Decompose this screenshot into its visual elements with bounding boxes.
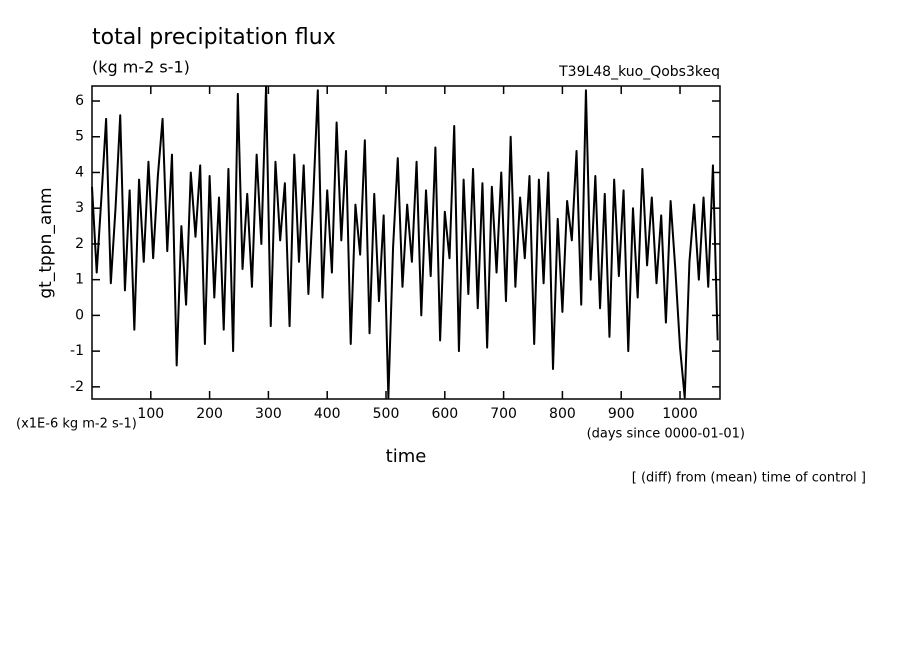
x-tick-label: 700 (490, 406, 517, 422)
x-tick-label: 800 (549, 406, 576, 422)
y-tick-label: 3 (75, 200, 84, 216)
y-units: (x1E-6 kg m-2 s-1) (16, 417, 137, 432)
y-tick-label: 1 (75, 272, 84, 288)
x-units: (days since 0000-01-01) (587, 427, 745, 442)
x-tick-label: 100 (137, 406, 164, 422)
data-line (91, 85, 719, 399)
x-axis-label: time (386, 446, 427, 467)
x-tick-label: 500 (373, 406, 400, 422)
x-tick-label: 900 (608, 406, 635, 422)
y-tick-label: 2 (75, 236, 84, 252)
run-label: T39L48_kuo_Qobs3keq (558, 64, 720, 80)
chart-title: total precipitation flux (92, 25, 336, 50)
x-tick-label: 600 (431, 406, 458, 422)
x-tick-label: 200 (196, 406, 223, 422)
plot-frame (91, 85, 721, 400)
y-tick-label: 0 (75, 307, 84, 323)
x-tick-label: 300 (255, 406, 282, 422)
y-tick-label: -2 (70, 379, 84, 395)
y-axis-label: gt_tppn_anm (36, 187, 56, 298)
y-tick-label: 4 (75, 164, 84, 180)
chart-subtitle: (kg m-2 s-1) (92, 58, 190, 77)
y-tick-label: -1 (70, 343, 84, 359)
x-tick-label: 400 (314, 406, 341, 422)
note: [ (diff) from (mean) time of control ] (632, 471, 866, 486)
x-tick-label: 1000 (662, 406, 698, 422)
y-tick-label: 6 (75, 93, 84, 109)
y-tick-label: 5 (75, 129, 84, 145)
